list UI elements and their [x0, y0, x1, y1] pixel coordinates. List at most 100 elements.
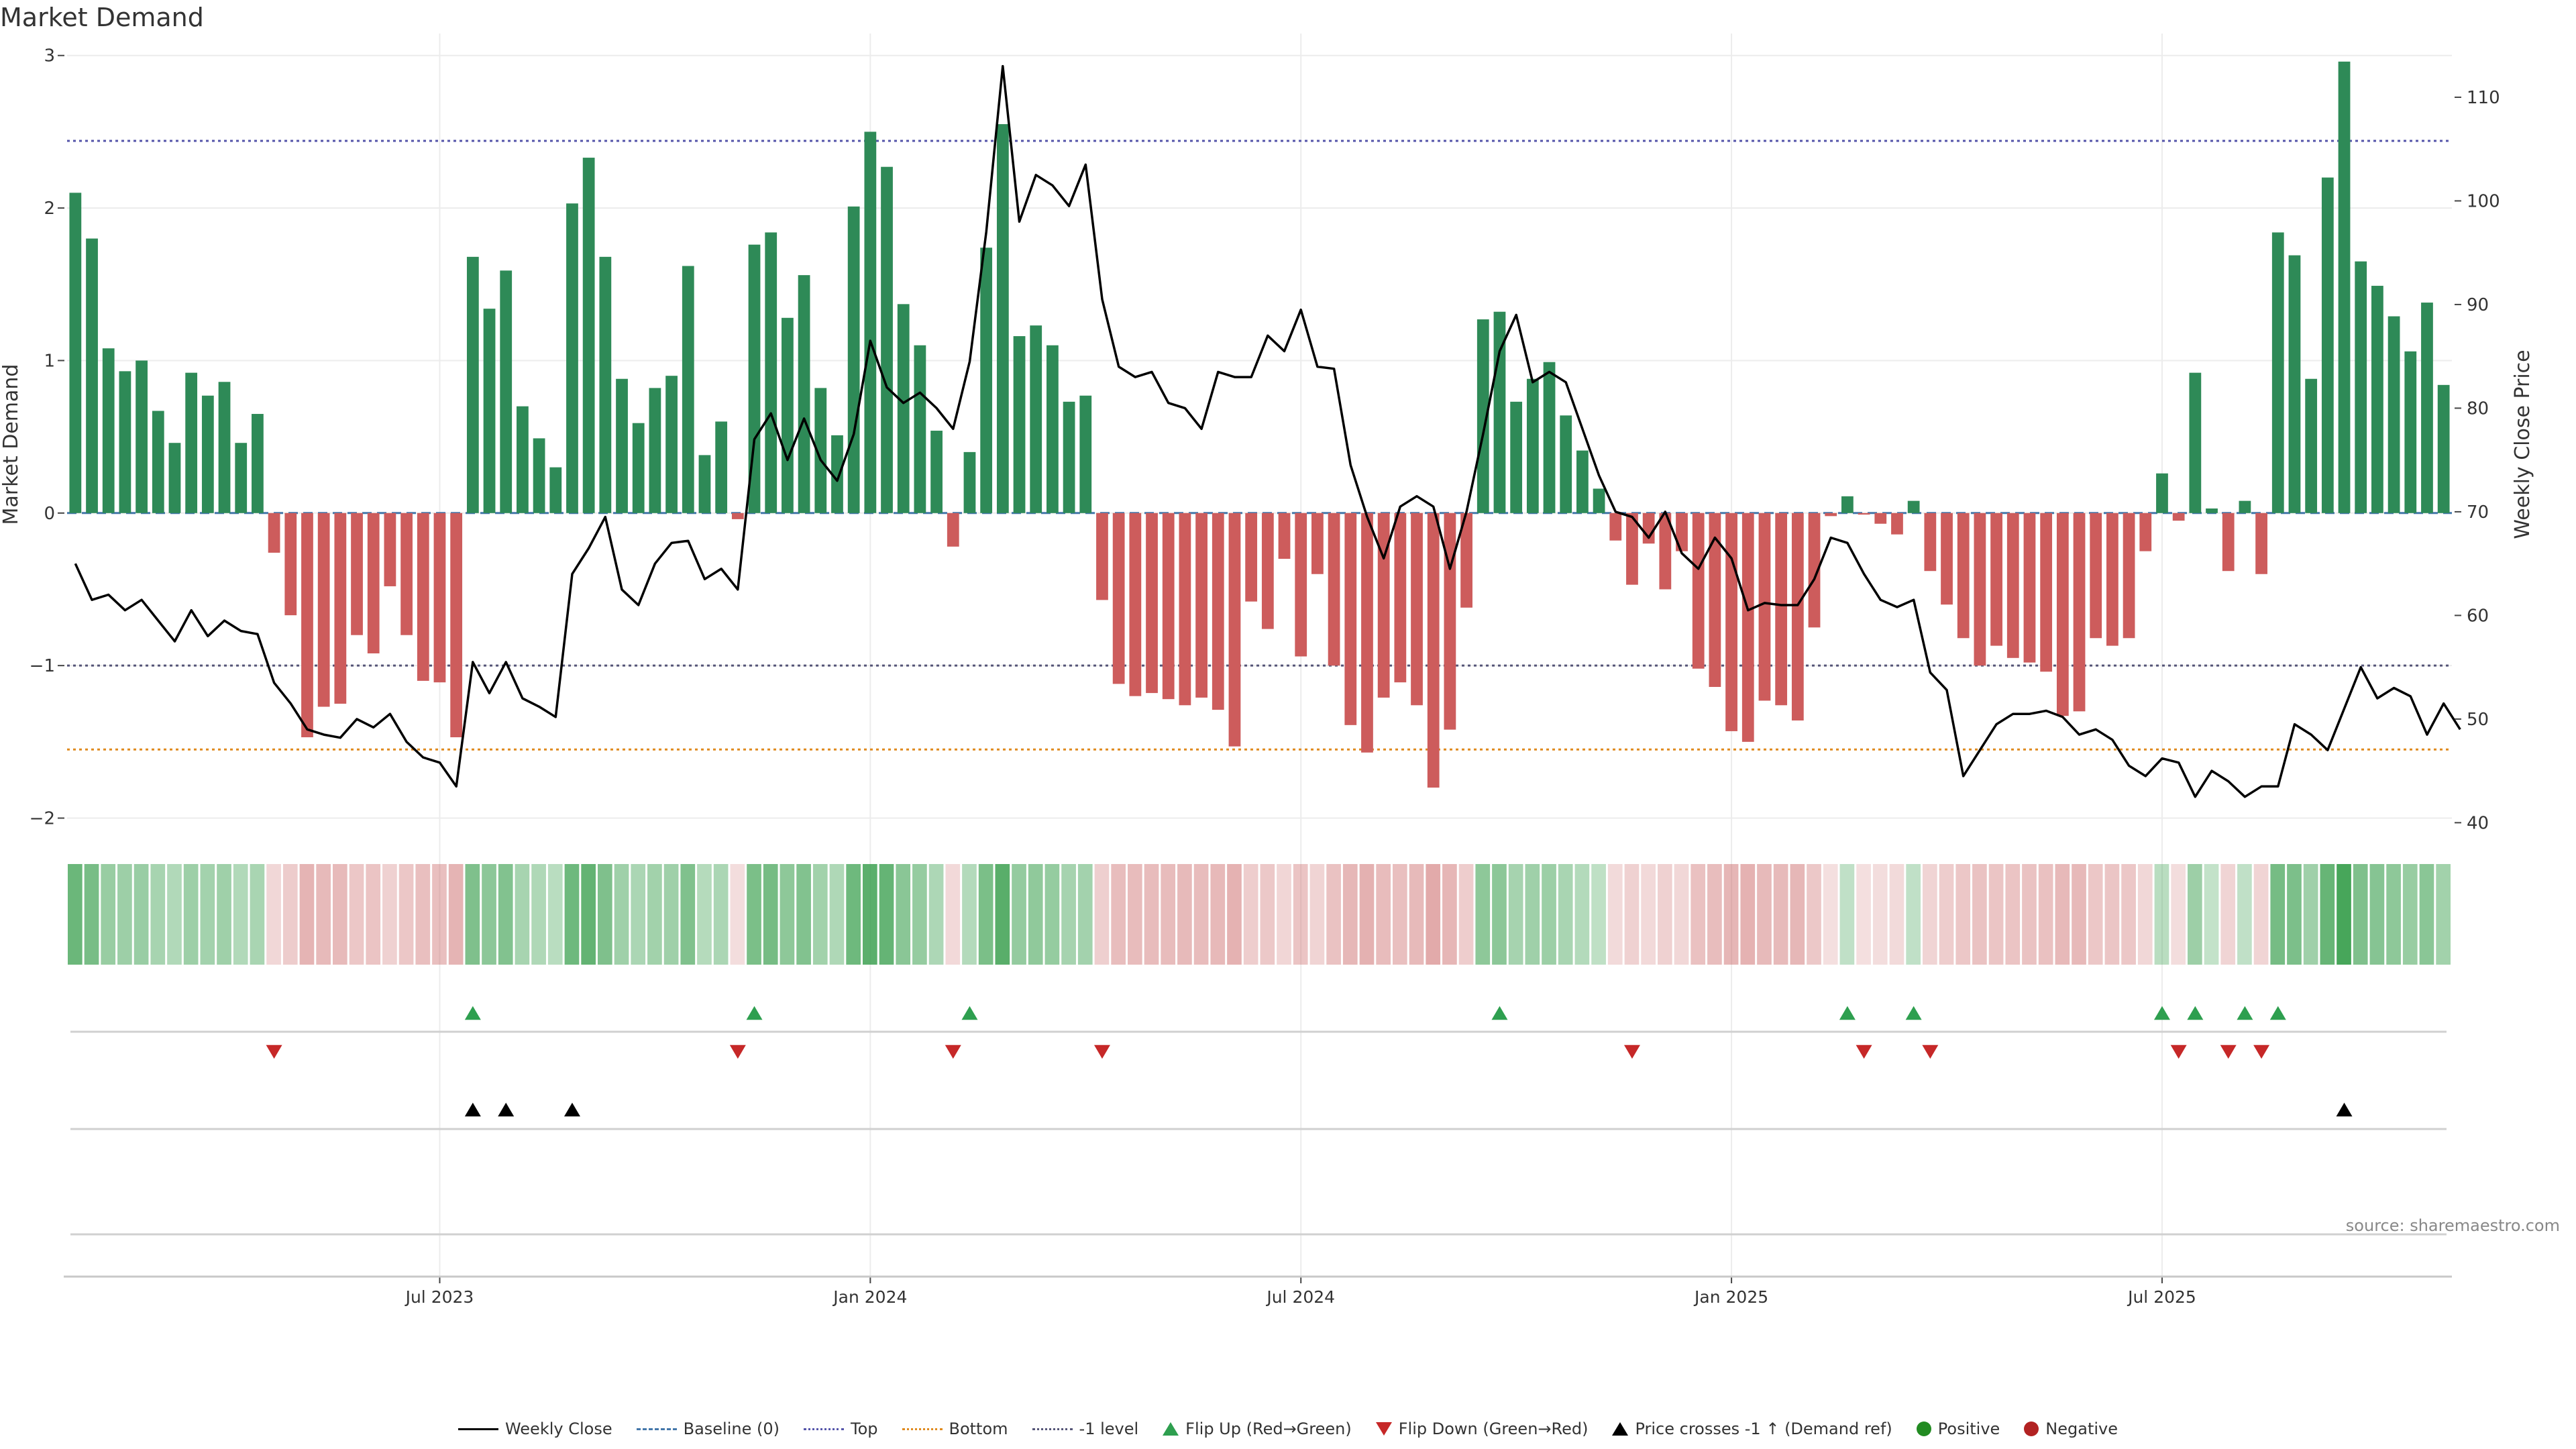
positive-demand-bar — [782, 317, 794, 513]
positive-strip-cell — [680, 864, 696, 965]
price-cross-marker — [564, 1102, 580, 1117]
dotted-line-icon — [1032, 1428, 1073, 1430]
negative-demand-bar — [1941, 513, 1953, 605]
positive-demand-bar — [2189, 372, 2202, 513]
circle-icon — [1916, 1421, 1931, 1436]
negative-demand-bar — [1129, 513, 1142, 696]
negative-strip-cell — [1393, 864, 1407, 965]
negative-strip-cell — [2137, 864, 2153, 965]
negative-demand-bar — [2023, 513, 2036, 663]
positive-demand-bar — [483, 309, 496, 513]
positive-demand-bar — [2305, 378, 2318, 513]
negative-demand-bar — [2073, 513, 2086, 712]
negative-strip-cell — [266, 864, 281, 965]
positive-strip-cell — [2436, 864, 2451, 965]
y2-tick-label: 90 — [2467, 295, 2489, 315]
y-tick-label: −2 — [30, 809, 55, 829]
positive-strip-cell — [1508, 864, 1523, 965]
y2-tick-label: 110 — [2467, 88, 2500, 108]
positive-demand-bar — [2338, 61, 2351, 513]
positive-demand-bar — [665, 376, 678, 513]
positive-demand-bar — [566, 203, 578, 513]
negative-demand-bar — [284, 513, 297, 616]
negative-demand-bar — [1924, 513, 1937, 572]
flip-down-marker — [945, 1044, 961, 1059]
negative-strip-cell — [1972, 864, 1987, 965]
negative-strip-cell — [1773, 864, 1788, 965]
negative-strip-cell — [432, 864, 447, 965]
negative-demand-bar — [1874, 513, 1887, 524]
negative-demand-bar — [1808, 513, 1821, 628]
negative-demand-bar — [2106, 513, 2118, 646]
positive-strip-cell — [2386, 864, 2401, 965]
positive-demand-bar — [864, 131, 877, 513]
demand-heat-strip — [68, 864, 2451, 965]
positive-strip-cell — [1475, 864, 1491, 965]
legend-item-weekly-close: Weekly Close — [458, 1419, 612, 1438]
negative-demand-bar — [317, 513, 330, 707]
positive-demand-bar — [1030, 325, 1042, 513]
positive-demand-bar — [1907, 500, 1920, 513]
positive-demand-bar — [549, 467, 562, 513]
negative-demand-bar — [947, 513, 959, 547]
negative-demand-bar — [367, 513, 380, 653]
positive-strip-cell — [2287, 864, 2302, 965]
positive-demand-bar — [1046, 345, 1059, 513]
negative-strip-cell — [2121, 864, 2136, 965]
positive-demand-bar — [715, 421, 728, 513]
positive-demand-bar — [2239, 500, 2251, 513]
flip-down-marker — [2253, 1044, 2270, 1059]
positive-demand-bar — [235, 443, 248, 513]
negative-strip-cell — [2220, 864, 2236, 965]
flip-up-marker — [1905, 1006, 1922, 1020]
flip-down-marker — [1093, 1044, 1110, 1059]
circle-icon — [2024, 1421, 2039, 1436]
negative-demand-bar — [351, 513, 363, 635]
positive-strip-cell — [1906, 864, 1921, 965]
negative-strip-cell — [2253, 864, 2269, 965]
negative-demand-bar — [1825, 513, 1837, 517]
negative-demand-bar — [2222, 513, 2235, 572]
event-markers — [64, 1006, 2452, 1278]
positive-demand-bar — [69, 193, 82, 513]
negative-strip-cell — [1094, 864, 1110, 965]
positive-strip-cell — [167, 864, 182, 965]
negative-demand-bar — [1858, 513, 1870, 515]
negative-demand-bar — [1328, 513, 1340, 666]
negative-strip-cell — [299, 864, 315, 965]
positive-strip-cell — [2188, 864, 2202, 965]
positive-strip-cell — [2303, 864, 2318, 965]
y2-axis-label: Weekly Close Price — [2511, 350, 2534, 539]
negative-demand-bar — [334, 513, 347, 704]
negative-demand-bar — [1626, 513, 1638, 585]
positive-demand-bar — [1013, 336, 1026, 513]
positive-strip-cell — [1525, 864, 1540, 965]
negative-demand-bar — [450, 513, 463, 738]
legend-label: Negative — [2045, 1419, 2118, 1438]
positive-strip-cell — [2237, 864, 2252, 965]
negative-demand-bar — [268, 513, 280, 553]
negative-strip-cell — [1641, 864, 1656, 965]
chart-title: Market Demand — [0, 3, 204, 32]
positive-strip-cell — [2270, 864, 2286, 965]
positive-demand-bar — [582, 158, 595, 513]
negative-demand-bar — [1278, 513, 1291, 559]
negative-demand-bar — [1642, 513, 1655, 544]
negative-demand-bar — [1212, 513, 1224, 710]
positive-strip-cell — [962, 864, 977, 965]
negative-demand-bar — [1957, 513, 1970, 639]
negative-strip-cell — [382, 864, 397, 965]
triangle-up-icon — [1612, 1422, 1629, 1436]
legend-item-minus1: -1 level — [1032, 1419, 1138, 1438]
negative-demand-bar — [1195, 513, 1208, 698]
x-tick-label: Jul 2024 — [1265, 1287, 1335, 1307]
negative-strip-cell — [1243, 864, 1258, 965]
negative-strip-cell — [1607, 864, 1623, 965]
positive-strip-cell — [763, 864, 778, 965]
negative-strip-cell — [2038, 864, 2053, 965]
y-tick-label: 0 — [44, 504, 55, 524]
positive-demand-bar — [102, 348, 115, 513]
negative-strip-cell — [1309, 864, 1325, 965]
negative-demand-bar — [384, 513, 396, 586]
negative-demand-bar — [1609, 513, 1622, 541]
